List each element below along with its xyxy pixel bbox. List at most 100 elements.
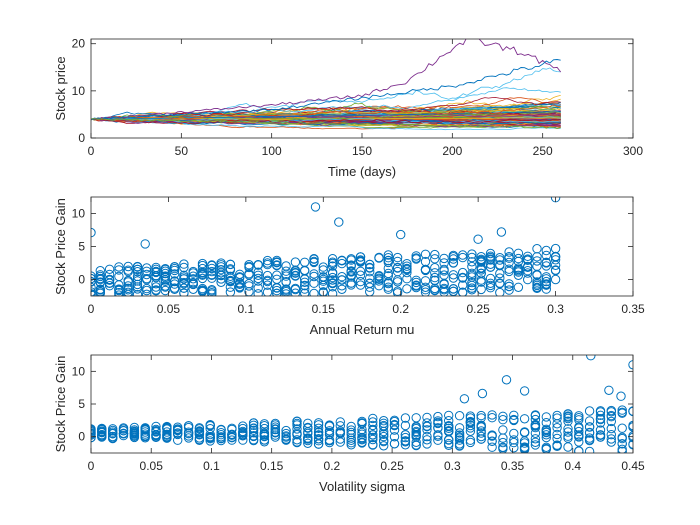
scatter-point bbox=[272, 274, 282, 284]
scatter-point bbox=[504, 285, 514, 295]
scatter-point bbox=[383, 278, 393, 289]
scatter-point bbox=[532, 244, 542, 254]
scatter-point bbox=[309, 271, 319, 282]
scatter-point bbox=[411, 440, 421, 450]
scatter-point bbox=[374, 271, 384, 281]
scatter-point bbox=[197, 263, 208, 274]
x-tick-label: 0.35 bbox=[621, 302, 645, 316]
scatter-point bbox=[272, 285, 282, 296]
scatter-point bbox=[270, 427, 280, 438]
scatter-point bbox=[498, 437, 508, 448]
x-tick-label: 0.05 bbox=[140, 459, 164, 473]
x-tick-label: 0.1 bbox=[238, 302, 255, 316]
scatter-point bbox=[411, 437, 421, 447]
scatter-point bbox=[467, 280, 477, 291]
scatter-point bbox=[244, 281, 254, 291]
scatter-point bbox=[355, 276, 366, 287]
scatter-point bbox=[227, 430, 237, 440]
scatter-point bbox=[504, 266, 514, 277]
scatter-point bbox=[357, 418, 367, 429]
scatter-point bbox=[253, 270, 263, 280]
scatter-point bbox=[281, 289, 291, 296]
scatter-point bbox=[248, 418, 259, 428]
scatter-point bbox=[108, 428, 118, 439]
scatter-point bbox=[248, 423, 259, 434]
scatter-point bbox=[259, 437, 270, 447]
scatter-point bbox=[205, 420, 215, 430]
scatter-point bbox=[374, 276, 384, 286]
scatter-point bbox=[509, 437, 519, 448]
scatter-point bbox=[292, 437, 302, 447]
scatter-point bbox=[383, 268, 393, 279]
scatter-point bbox=[162, 423, 172, 433]
x-tick-label: 50 bbox=[175, 144, 189, 158]
scatter-point bbox=[188, 274, 198, 284]
scatter-point bbox=[504, 257, 514, 268]
x-tick-label: 0.3 bbox=[547, 302, 564, 316]
scatter-point bbox=[313, 420, 324, 430]
scatter-point bbox=[318, 280, 328, 291]
scatter-point bbox=[563, 412, 573, 422]
scatter-point bbox=[439, 287, 449, 296]
scatter-point bbox=[411, 281, 421, 291]
scatter-point bbox=[183, 427, 194, 437]
scatter-point bbox=[389, 439, 400, 449]
scatter-point bbox=[509, 443, 519, 453]
scatter-point bbox=[485, 248, 496, 259]
scatter-point bbox=[225, 264, 236, 274]
scatter-point bbox=[129, 426, 140, 436]
scatter-point bbox=[313, 427, 324, 437]
scatter-point bbox=[281, 284, 291, 294]
scatter-point bbox=[444, 440, 454, 450]
scatter-point bbox=[563, 409, 573, 419]
scatter-point bbox=[95, 278, 106, 288]
scatter-point bbox=[151, 266, 161, 277]
scatter-point bbox=[392, 252, 403, 263]
scatter-point bbox=[365, 259, 375, 270]
scatter-point bbox=[617, 439, 627, 449]
scatter-point bbox=[402, 267, 412, 278]
scatter-outlier bbox=[616, 391, 626, 401]
scatter-point bbox=[300, 266, 310, 276]
scatter-point bbox=[132, 279, 143, 290]
scatter-point bbox=[365, 282, 375, 292]
plot-area-3 bbox=[91, 355, 633, 453]
scatter-point bbox=[300, 280, 310, 291]
scatter-point bbox=[248, 420, 259, 430]
scatter-point bbox=[225, 271, 236, 281]
scatter-point bbox=[173, 435, 183, 445]
scatter-point bbox=[114, 285, 124, 295]
scatter-point bbox=[476, 431, 486, 442]
price-path-line bbox=[91, 111, 561, 122]
scatter-point bbox=[541, 258, 551, 268]
scatter-point bbox=[422, 431, 432, 442]
scatter-point bbox=[303, 423, 313, 433]
scatter-point bbox=[430, 254, 440, 264]
scatter-point bbox=[238, 421, 248, 431]
scatter-point bbox=[383, 253, 393, 263]
scatter-point bbox=[327, 272, 338, 283]
scatter-point bbox=[617, 407, 627, 417]
scatter-point bbox=[365, 263, 375, 273]
scatter-point bbox=[183, 421, 194, 431]
scatter-point bbox=[541, 418, 551, 428]
scatter-point bbox=[129, 422, 140, 433]
scatter-point bbox=[300, 257, 310, 267]
scatter-point bbox=[513, 282, 524, 292]
scatter-point bbox=[595, 410, 606, 420]
scatter-point bbox=[225, 282, 236, 292]
scatter-point bbox=[160, 264, 171, 274]
scatter-point bbox=[448, 252, 459, 262]
scatter-point bbox=[550, 255, 561, 265]
scatter-point bbox=[97, 426, 107, 436]
scatter-point bbox=[365, 278, 375, 289]
scatter-point bbox=[244, 279, 254, 289]
scatter-point bbox=[448, 258, 459, 268]
scatter-point bbox=[129, 429, 140, 439]
scatter-point bbox=[379, 436, 389, 447]
scatter-point bbox=[179, 288, 189, 296]
scatter-point bbox=[324, 420, 335, 430]
scatter-point bbox=[309, 257, 319, 268]
scatter-point bbox=[104, 278, 115, 288]
scatter-point bbox=[430, 249, 440, 260]
